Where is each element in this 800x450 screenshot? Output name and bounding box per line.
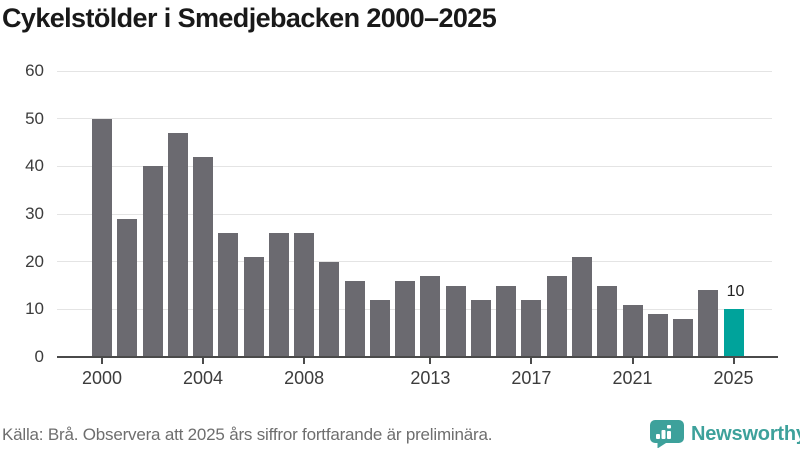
y-axis-label-30: 30 bbox=[25, 204, 44, 223]
newsworthy-logo-icon bbox=[650, 420, 684, 448]
x-axis-label-2021: 2021 bbox=[612, 368, 653, 388]
y-axis-label-0: 0 bbox=[34, 347, 44, 366]
y-axis-label-20: 20 bbox=[25, 251, 44, 271]
bar-2019 bbox=[571, 256, 592, 357]
bar-2013 bbox=[420, 276, 441, 357]
bar-2000 bbox=[92, 118, 112, 357]
x-axis-label-2000: 2000 bbox=[81, 368, 123, 388]
chart-title: Cykelstölder i Smedjebacken 2000–2025 bbox=[2, 3, 497, 33]
bar-2016 bbox=[496, 285, 517, 357]
x-axis-tick-2004 bbox=[202, 358, 204, 364]
x-axis-tick-2025 bbox=[732, 358, 735, 364]
y-axis-label-40: 40 bbox=[25, 156, 44, 176]
x-axis-label-2013: 2013 bbox=[410, 368, 451, 388]
bar-2023 bbox=[673, 318, 693, 357]
bar-2011 bbox=[369, 299, 390, 357]
x-axis-label-2017: 2017 bbox=[511, 368, 552, 388]
bar-2012 bbox=[395, 280, 416, 357]
x-axis-label-2004: 2004 bbox=[182, 368, 224, 388]
highlight-value-label: 10 bbox=[726, 283, 745, 301]
bar-2018 bbox=[546, 276, 567, 357]
y-axis-label-60: 60 bbox=[25, 61, 44, 80]
bar-2017 bbox=[521, 299, 542, 357]
bar-2009 bbox=[319, 261, 340, 357]
bar-2007 bbox=[268, 233, 289, 357]
x-axis-label-2025: 2025 bbox=[713, 368, 754, 388]
x-axis-tick-2008 bbox=[303, 358, 306, 364]
bar-2003 bbox=[167, 133, 188, 357]
y-axis-label-50: 50 bbox=[25, 108, 44, 128]
bar-2015 bbox=[470, 299, 491, 357]
bar-2014 bbox=[445, 285, 466, 357]
gridline-60 bbox=[57, 70, 772, 72]
bar-2021 bbox=[622, 304, 643, 357]
bar-2020 bbox=[597, 285, 618, 357]
bar-2025 bbox=[723, 309, 744, 357]
bar-2022 bbox=[647, 314, 668, 357]
bar-2005 bbox=[218, 233, 239, 357]
x-axis-tick-2017 bbox=[530, 358, 533, 364]
x-axis-tick-2013 bbox=[429, 358, 432, 364]
gridline-20 bbox=[57, 261, 772, 263]
source-note: Källa: Brå. Observera att 2025 års siffr… bbox=[2, 425, 493, 444]
x-axis-tick-2000 bbox=[101, 358, 103, 364]
bar-2004 bbox=[193, 156, 213, 357]
bar-2001 bbox=[117, 218, 138, 357]
x-axis-line bbox=[57, 356, 778, 358]
bar-2010 bbox=[344, 280, 365, 357]
x-axis-tick-2021 bbox=[631, 358, 634, 364]
newsworthy-logo[interactable]: Newsworthy bbox=[650, 420, 800, 448]
bar-2008 bbox=[294, 233, 315, 357]
gridline-40 bbox=[57, 165, 772, 167]
gridline-50 bbox=[57, 118, 772, 120]
bar-2006 bbox=[243, 256, 264, 357]
newsworthy-wordmark: Newsworthy bbox=[691, 422, 800, 445]
bar-2002 bbox=[142, 166, 163, 357]
y-axis-label-10: 10 bbox=[25, 299, 44, 319]
x-axis-label-2008: 2008 bbox=[284, 368, 325, 388]
bar-2024 bbox=[698, 290, 719, 357]
gridline-30 bbox=[57, 213, 772, 215]
